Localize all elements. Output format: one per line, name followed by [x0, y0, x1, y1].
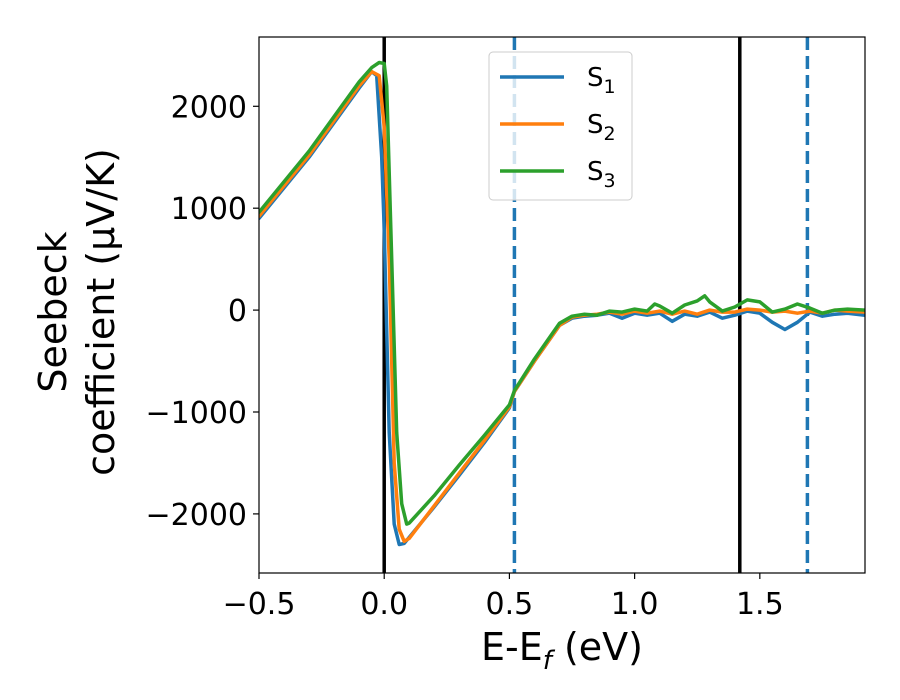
- y-tick-label-3: 1000: [171, 192, 247, 227]
- legend-box: [488, 51, 633, 201]
- x-tick-label-3: 1.0: [611, 587, 659, 622]
- legend: S1 S2 S3: [488, 51, 633, 201]
- y-tick-label-0: −2000: [146, 498, 247, 533]
- y-axis: −2000 −1000 0 1000 2000: [146, 90, 259, 533]
- legend-label-1: S1: [587, 63, 616, 98]
- x-tick-label-1: 0.0: [360, 587, 408, 622]
- y-tick-label-1: −1000: [146, 396, 247, 431]
- y-axis-title-line2: coefficient (μV/K): [79, 148, 123, 476]
- y-axis-title-line1: Seebeck: [31, 231, 75, 392]
- x-axis-title: E-Ef (eV): [481, 625, 643, 676]
- y-tick-label-4: 2000: [171, 90, 247, 125]
- x-tick-label-4: 1.5: [736, 587, 784, 622]
- x-axis-title-main: E-E: [481, 625, 543, 669]
- series-layer: [259, 60, 865, 547]
- series-line-3: [259, 60, 865, 526]
- y-tick-label-2: 0: [228, 294, 247, 329]
- legend-label-2: S2: [587, 110, 616, 145]
- x-tick-label-0: −0.5: [223, 587, 296, 622]
- x-axis-title-unit: (eV): [552, 625, 643, 669]
- x-tick-label-2: 0.5: [486, 587, 534, 622]
- legend-label-3: S3: [587, 157, 616, 192]
- x-axis: −0.5 0.0 0.5 1.0 1.5: [223, 573, 784, 622]
- plot-frame: [258, 36, 866, 574]
